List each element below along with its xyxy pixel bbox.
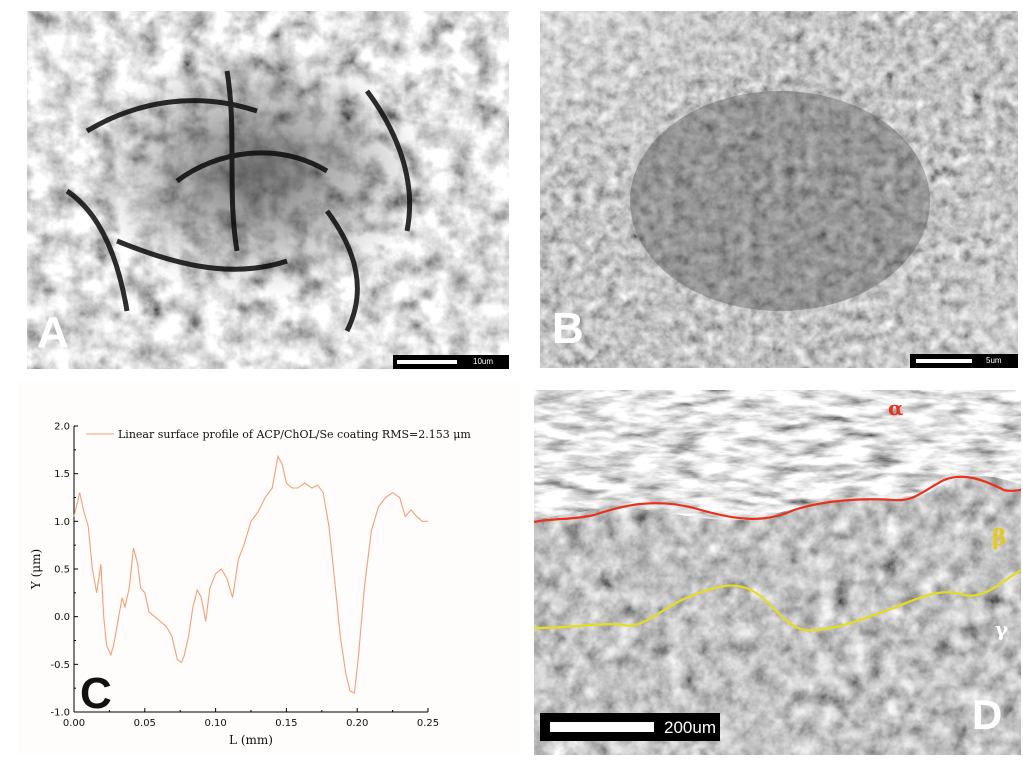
x-tick-label: 0.05 (134, 718, 156, 729)
x-tick-label: 0.15 (275, 718, 297, 729)
y-tick-label: 0.0 (54, 612, 70, 623)
panel-label-d: D (972, 691, 1003, 738)
alpha-layer-label: α (888, 396, 903, 420)
beta-boundary-line (534, 569, 1021, 632)
surface-profile-chart: 0.00 0.05 0.10 0.15 0.20 0.25 -1.0 -0.5 0.0 0.5 1.… (29, 422, 471, 748)
chart-panel-c: 0.00 0.05 0.10 0.15 0.20 0.25 -1.0 -0.5 0.0 0.5 1.… (18, 382, 520, 754)
scale-bar-text-d: 200um (664, 718, 716, 737)
alpha-boundary-line (534, 475, 1021, 524)
x-tick-label: 0.25 (417, 718, 439, 729)
scale-bar-line-a (397, 360, 457, 364)
sem-texture-d: α β γ (534, 390, 1021, 755)
y-tick-label: 1.0 (54, 517, 70, 528)
x-axis-label: L (mm) (229, 733, 273, 747)
sem-image-a: A 10um (27, 11, 509, 369)
scale-bar-a: 10um (393, 355, 509, 369)
x-tick-label: 0.20 (346, 718, 368, 729)
sem-texture-a (27, 11, 509, 369)
x-tick-label: 0.00 (63, 718, 85, 729)
sem-image-b: B 5um (540, 11, 1018, 368)
gamma-layer-label: γ (995, 617, 1009, 641)
panel-label-a: A (37, 308, 69, 357)
y-tick-label: -0.5 (50, 660, 70, 671)
beta-layer-label: β (992, 525, 1007, 551)
panel-label-b: B (552, 304, 584, 353)
sem-image-d: α β γ 200um D (534, 390, 1021, 755)
y-axis-label: Y (μm) (29, 549, 43, 590)
x-tick-label: 0.10 (204, 718, 226, 729)
scale-bar-b: 5um (910, 354, 1018, 368)
series-line (73, 454, 428, 694)
scale-bar-line-b (916, 359, 972, 363)
scale-bar-d: 200um (540, 713, 720, 741)
y-tick-label: -1.0 (50, 708, 70, 719)
legend-entry: Linear surface profile of ACP/ChOL/Se co… (118, 428, 471, 441)
y-tick-label: 1.5 (54, 469, 70, 480)
panel-label-c: C (80, 669, 112, 718)
sem-texture-b (540, 11, 1018, 368)
y-tick-label: 2.0 (54, 422, 70, 433)
scale-bar-text-a: 10um (473, 357, 494, 366)
scale-bar-text-b: 5um (986, 356, 1002, 365)
y-tick-label: 0.5 (54, 565, 70, 576)
scale-bar-line-d (550, 722, 654, 732)
